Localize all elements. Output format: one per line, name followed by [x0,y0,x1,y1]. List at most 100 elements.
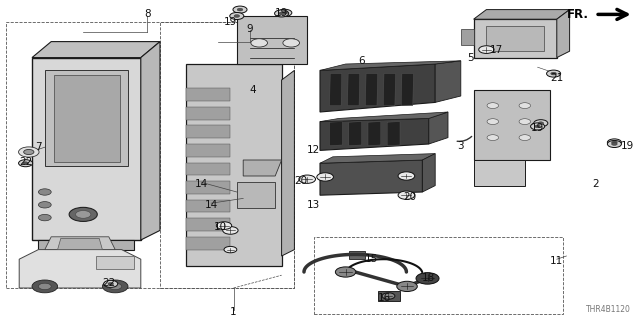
Circle shape [230,12,244,20]
Text: 7: 7 [35,142,42,152]
Polygon shape [429,112,448,144]
Text: 8: 8 [144,9,150,20]
Circle shape [237,8,243,11]
Text: 11: 11 [550,256,563,266]
Polygon shape [38,240,134,250]
Circle shape [38,214,51,221]
Circle shape [487,135,499,140]
Text: 1: 1 [230,307,237,317]
Polygon shape [557,10,570,58]
Polygon shape [186,237,230,250]
Circle shape [612,141,617,144]
Circle shape [24,149,34,155]
Circle shape [19,147,39,157]
Polygon shape [435,61,461,102]
Circle shape [102,280,128,293]
Circle shape [382,293,395,299]
Circle shape [335,267,356,277]
Text: 15: 15 [365,254,378,264]
Text: 21: 21 [550,73,563,84]
Polygon shape [330,74,342,106]
Polygon shape [186,88,230,101]
Circle shape [104,280,118,287]
Polygon shape [422,154,435,192]
Polygon shape [54,75,120,162]
Circle shape [538,122,543,124]
Polygon shape [45,70,128,166]
Circle shape [416,273,439,284]
Text: 19: 19 [224,17,237,28]
Text: THR4B1120: THR4B1120 [586,305,630,314]
Circle shape [234,15,239,17]
Polygon shape [320,160,422,195]
Circle shape [278,9,292,16]
Polygon shape [141,42,160,240]
Circle shape [519,135,531,140]
Polygon shape [32,42,160,58]
Circle shape [607,140,621,148]
Text: 6: 6 [358,56,365,66]
Polygon shape [474,10,570,19]
Polygon shape [45,237,115,250]
Circle shape [612,143,617,145]
Circle shape [38,283,51,290]
Circle shape [233,6,247,13]
Text: 16: 16 [378,292,390,303]
Polygon shape [387,122,400,146]
Polygon shape [378,291,400,301]
Circle shape [23,162,28,164]
Text: 19: 19 [621,140,634,151]
Polygon shape [243,160,282,176]
Circle shape [76,211,91,218]
Polygon shape [282,70,294,256]
Polygon shape [237,182,275,208]
Circle shape [317,173,333,181]
Circle shape [519,103,531,108]
Polygon shape [330,122,342,146]
Circle shape [531,123,545,130]
Polygon shape [58,238,102,250]
Text: 20: 20 [294,176,307,186]
Text: 19: 19 [531,123,544,133]
Circle shape [32,280,58,293]
Polygon shape [474,90,550,160]
Text: 18: 18 [422,273,435,284]
Polygon shape [365,74,378,106]
Text: 4: 4 [250,84,256,95]
Polygon shape [186,218,230,231]
Polygon shape [320,64,435,112]
Circle shape [551,72,556,75]
Circle shape [251,39,268,47]
Circle shape [398,191,415,199]
Polygon shape [186,200,230,212]
Polygon shape [349,251,365,259]
Circle shape [535,125,540,128]
Polygon shape [474,19,557,58]
Circle shape [283,39,300,47]
Circle shape [38,189,51,195]
Circle shape [397,281,417,292]
Circle shape [479,46,494,53]
Polygon shape [401,74,413,106]
Text: 14: 14 [205,200,218,210]
Circle shape [398,172,415,180]
Circle shape [607,139,621,146]
Polygon shape [349,122,362,146]
Text: 5: 5 [467,52,474,63]
Circle shape [69,207,97,221]
Polygon shape [320,61,461,70]
Text: 12: 12 [307,145,320,156]
Polygon shape [186,64,282,266]
Polygon shape [461,29,474,45]
Circle shape [275,10,289,17]
Text: 20: 20 [403,192,416,202]
Text: 22: 22 [19,156,32,167]
Circle shape [224,246,237,253]
Polygon shape [32,58,141,240]
Text: 17: 17 [490,44,502,55]
Circle shape [547,70,561,77]
Circle shape [223,227,238,234]
Circle shape [38,202,51,208]
Polygon shape [383,74,396,106]
Polygon shape [186,163,230,175]
